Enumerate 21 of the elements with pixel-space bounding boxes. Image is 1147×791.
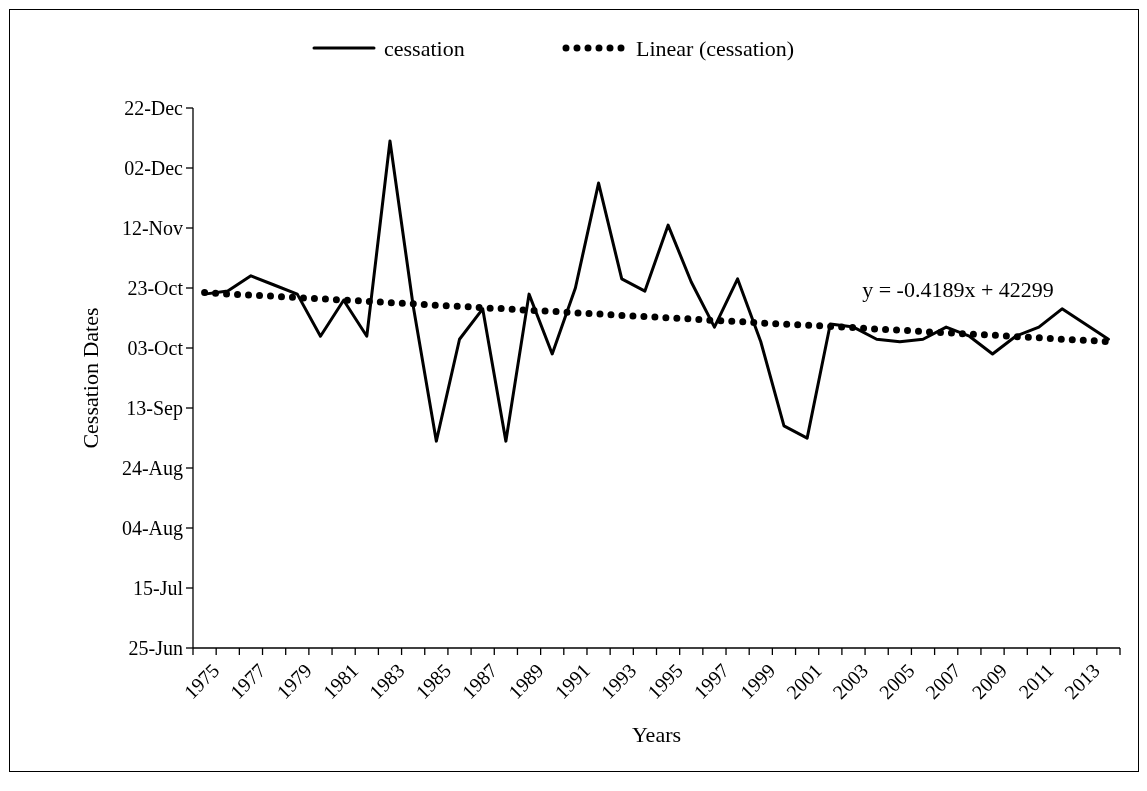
x-tick-label: 1979 (272, 659, 317, 704)
text: 03-Oct (127, 337, 184, 359)
legend-label: cessation (384, 35, 465, 61)
annotation: y = -0.4189x + 42299 (862, 277, 1054, 302)
x-tick-label: 2011 (1014, 659, 1058, 703)
text: 24-Aug (121, 457, 183, 480)
legend-label: Linear (cessation) (636, 35, 795, 61)
x-tick-label: 1989 (503, 659, 548, 704)
text: 23-Oct (127, 277, 184, 299)
text: 15-Jul (133, 577, 184, 599)
x-tick-label: 1981 (318, 659, 363, 704)
text: 02-Dec (124, 157, 184, 179)
x-tick-label: 1999 (735, 659, 780, 704)
text: 12-Nov (121, 217, 183, 239)
x-tick-label: 1991 (550, 659, 595, 704)
text: 13-Sep (126, 397, 183, 420)
text: 25-Jun (128, 637, 183, 659)
y-axis-title: Cessation Dates (78, 307, 103, 449)
x-axis-title: Years (631, 722, 682, 747)
text: 04-Aug (121, 517, 183, 540)
text: 22-Dec (124, 97, 184, 119)
